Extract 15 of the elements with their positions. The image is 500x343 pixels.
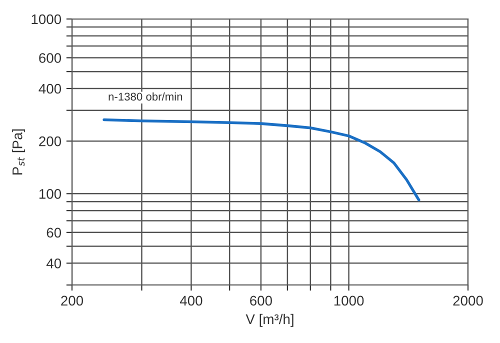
- x-tick-label: 400: [180, 296, 202, 306]
- y-tick-label: 60: [46, 228, 62, 238]
- y-tick-label: 600: [39, 53, 62, 63]
- y-tick-label: 200: [39, 136, 62, 146]
- x-axis-title: V [m³/h]: [246, 314, 294, 327]
- x-tick-label: 2000: [453, 296, 483, 306]
- y-axis-title: P$_{st}$ [Pa]: [12, 129, 26, 174]
- y-tick-label: 100: [39, 189, 62, 199]
- y-tick-label: 400: [38, 84, 62, 94]
- x-tick-label: 600: [250, 296, 272, 306]
- y-tick-label: 1000: [32, 14, 62, 24]
- y-tick-label: 40: [46, 258, 62, 268]
- annotation: n-1380 obr/min: [108, 92, 182, 101]
- x-tick-label: 200: [61, 296, 84, 306]
- x-tick-label: 1000: [334, 296, 364, 306]
